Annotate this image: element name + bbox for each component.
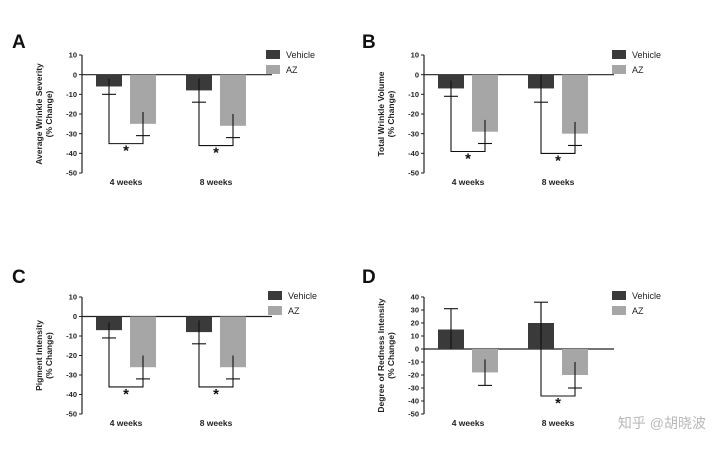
panel-c: C Pigment Intensity (% Change) 10 0 -10 -20 -30…	[12, 267, 317, 428]
significance-bracket	[198, 102, 234, 147]
x-category-label: 4 weeks	[452, 418, 485, 428]
y-axis-unit: (% Change)	[386, 90, 396, 137]
legend-label-az: AZ	[288, 306, 300, 316]
x-category-label: 4 weeks	[110, 418, 143, 428]
y-tick-label: -10	[408, 358, 419, 367]
y-tick-label: -20	[66, 351, 77, 360]
y-axis-title: Pigment Intensity	[34, 320, 44, 391]
y-tick-label: -30	[66, 371, 77, 380]
y-tick-label: -10	[66, 332, 77, 341]
x-category-label: 8 weeks	[200, 177, 233, 187]
legend-label-vehicle: Vehicle	[632, 50, 661, 60]
y-axis-unit: (% Change)	[44, 332, 54, 379]
legend-label-vehicle: Vehicle	[288, 291, 317, 301]
legend-swatch-vehicle	[266, 50, 280, 59]
watermark: 知乎 @胡晓波	[618, 415, 706, 431]
legend-label-vehicle: Vehicle	[632, 291, 661, 301]
y-tick-label: 30	[411, 306, 419, 315]
y-tick-label: -40	[408, 149, 419, 158]
x-category-label: 4 weeks	[110, 177, 143, 187]
y-axis-unit: (% Change)	[44, 90, 54, 137]
y-axis-title: Average Wrinkle Severity	[34, 63, 44, 165]
y-tick-label: -30	[408, 384, 419, 393]
panel-letter: A	[12, 32, 26, 53]
y-tick-label: 10	[69, 293, 77, 302]
legend-swatch-az	[266, 65, 280, 74]
y-tick-label: -30	[66, 129, 77, 138]
y-tick-label: -20	[408, 110, 419, 119]
y-axis-title: Degree of Redness Intensity	[376, 298, 386, 413]
y-tick-label: 10	[411, 332, 419, 341]
significance-bracket	[540, 302, 576, 397]
y-tick-label: -10	[408, 90, 419, 99]
y-tick-label: -40	[66, 149, 77, 158]
y-tick-label: 0	[415, 70, 419, 79]
legend-swatch-vehicle	[612, 50, 626, 59]
significance-star: *	[213, 386, 219, 403]
panel-letter: B	[362, 32, 376, 53]
significance-star: *	[123, 143, 129, 160]
significance-bracket	[450, 96, 486, 153]
significance-star: *	[213, 145, 219, 162]
y-tick-label: -30	[408, 129, 419, 138]
y-tick-label: -20	[408, 371, 419, 380]
significance-bracket	[108, 94, 144, 145]
y-tick-label: -40	[408, 397, 419, 406]
significance-star: *	[555, 395, 561, 412]
y-tick-label: 10	[69, 51, 77, 60]
y-tick-label: -50	[66, 169, 77, 178]
legend-swatch-vehicle	[268, 291, 282, 300]
y-tick-label: -10	[66, 90, 77, 99]
significance-bracket	[198, 343, 234, 388]
y-tick-label: -40	[66, 390, 77, 399]
x-category-label: 4 weeks	[452, 177, 485, 187]
y-axis-title: Total Wrinkle Volume	[376, 71, 386, 156]
significance-star: *	[465, 151, 471, 168]
y-tick-label: 20	[411, 319, 419, 328]
panel-letter: C	[12, 267, 26, 288]
legend-label-az: AZ	[286, 65, 298, 75]
legend-swatch-az	[612, 306, 626, 315]
y-tick-label: 0	[73, 312, 77, 321]
y-tick-label: -20	[66, 110, 77, 119]
legend-label-az: AZ	[632, 306, 644, 316]
y-tick-label: 10	[411, 51, 419, 60]
x-category-label: 8 weeks	[542, 177, 575, 187]
legend-swatch-vehicle	[612, 291, 626, 300]
x-category-label: 8 weeks	[200, 418, 233, 428]
legend-label-vehicle: Vehicle	[286, 50, 315, 60]
significance-bracket	[540, 102, 576, 155]
legend-swatch-az	[268, 306, 282, 315]
y-tick-label: -50	[66, 410, 77, 419]
y-tick-label: -50	[408, 169, 419, 178]
significance-bracket	[108, 337, 144, 388]
y-tick-label: 0	[415, 345, 419, 354]
panel-b: B Total Wrinkle Volume (% Change) 10 0 -10 -20…	[362, 32, 661, 187]
legend-label-az: AZ	[632, 65, 644, 75]
y-tick-label: 0	[73, 70, 77, 79]
panel-letter: D	[362, 267, 376, 288]
y-tick-label: -50	[408, 410, 419, 419]
panel-a: A Average Wrinkle Severity (% Change) 10 0 -1…	[12, 32, 315, 187]
y-axis-unit: (% Change)	[386, 332, 396, 379]
y-tick-label: 40	[411, 293, 419, 302]
x-category-label: 8 weeks	[542, 418, 575, 428]
significance-star: *	[555, 152, 561, 169]
legend-swatch-az	[612, 65, 626, 74]
significance-star: *	[123, 386, 129, 403]
